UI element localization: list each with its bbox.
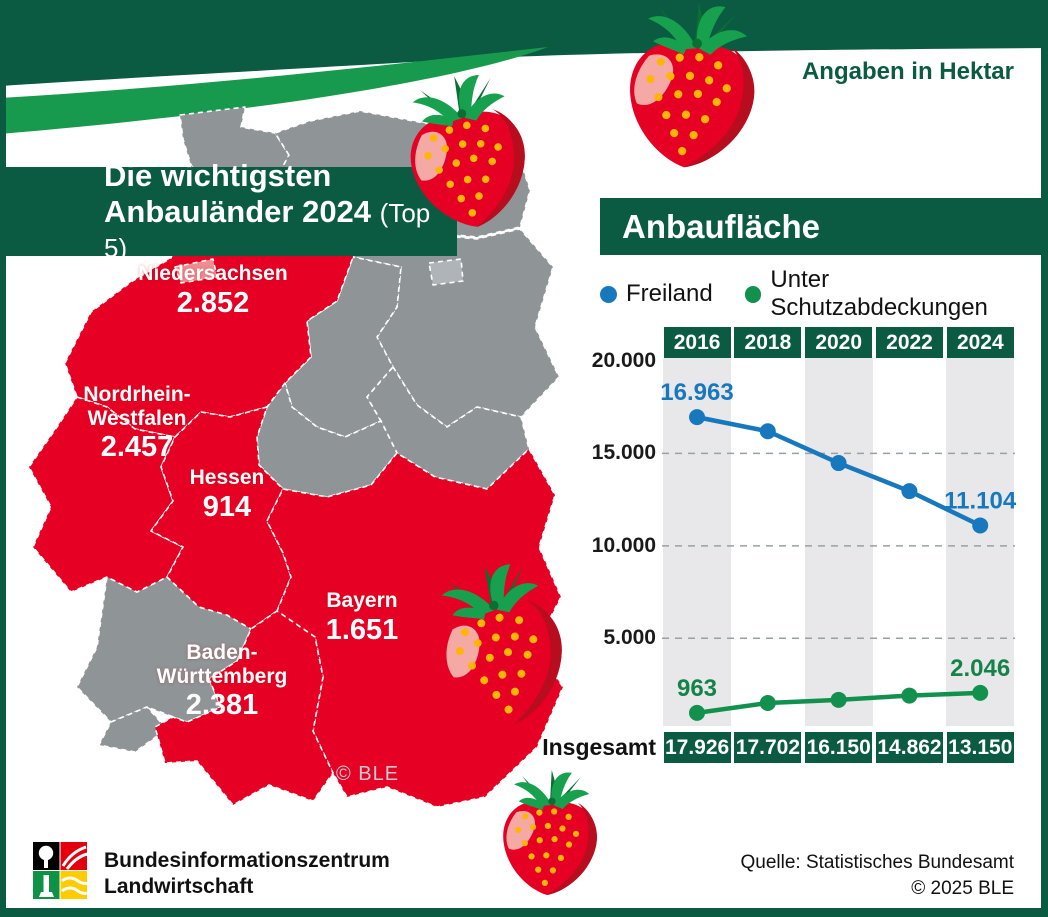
legend-dot-schutz [744,285,762,303]
totals-cell: 14.862 [876,732,943,763]
chart-legend: Freiland Unter Schutzabdeckungen [600,266,1048,322]
data-point-label: 11.104 [944,487,1017,514]
state-bremen [174,258,218,284]
y-axis-tick: 10.000 [591,533,656,557]
frame-right [1041,44,1048,917]
chart-title-box: Anbaufläche [600,198,1048,255]
data-point [759,423,776,440]
year-header-cell: 2020 [805,327,873,358]
map-state-value: 914 [202,490,252,523]
totals-cell: 16.150 [805,732,873,763]
map-state-label: Bayern 1.651 [232,589,492,646]
org-name: Bundesinformationszentrum Landwirtschaft [104,848,390,899]
year-header-cell: 2024 [946,327,1014,358]
data-point [901,483,918,500]
map-state-value: 2.852 [176,286,250,319]
org-name-line2: Landwirtschaft [104,874,254,898]
state-berlin [428,258,464,286]
map-state-label: Hessen 914 [97,466,357,523]
data-point-label: 2.046 [950,655,1010,682]
chart-column-band [946,358,1015,726]
y-axis-tick: 5.000 [603,626,656,650]
frame-left [0,80,6,917]
totals-row-label: Insgesamt [542,734,656,760]
frame-bottom [0,908,1048,917]
map-copyright: © BLE [336,763,400,785]
logo-waves-icon [60,871,87,899]
map-state-label: Nordrhein- Westfalen 2.457 [7,383,267,464]
data-point [689,409,705,426]
year-header-cell: 2018 [734,327,802,358]
map-state-value: 2.457 [100,431,174,464]
state-saarland [98,706,168,753]
data-point [972,684,989,701]
data-point-label: 963 [677,675,717,702]
legend-item-freiland: Freiland [600,280,713,308]
page-title-year: Anbauländer 2024 [104,193,372,229]
map-state-name: Baden- Württemberg [156,641,288,688]
page-title-line2: Anbauländer 2024 (Top 5) [104,194,457,265]
y-axis-tick: 15.000 [591,441,656,465]
chart-title: Anbaufläche [622,207,821,245]
data-point [759,694,776,711]
map-state-name: Bayern [326,589,398,612]
map-state-value: 1.651 [325,613,399,646]
map-state-name: Niedersachsen [138,262,288,285]
map-state-value: 2.381 [185,689,259,722]
org-name-line1: Bundesinformationszentrum [104,849,390,872]
year-header-cell: 2016 [663,327,731,358]
data-point [689,704,705,721]
totals-cell: 17.702 [734,732,802,763]
totals-cell: 17.926 [663,732,731,763]
bzl-logo [33,842,87,899]
copyright-line: © 2025 BLE [911,877,1014,899]
source-note: Quelle: Statistisches Bundesamt © 2025 B… [740,850,1014,901]
chart-column-band [804,358,873,726]
totals-cell: 13.150 [946,732,1014,763]
data-point [972,517,989,534]
state-nordrhein-westfalen [28,396,184,593]
legend-dot-freiland [600,285,617,303]
series-line [694,414,983,528]
legend-item-schutz: Unter Schutzabdeckungen [744,266,1048,322]
source-line: Quelle: Statistisches Bundesamt [740,852,1014,873]
legend-label-schutz: Unter Schutzabdeckungen [770,266,988,321]
data-point [830,455,847,472]
state-baden-wuerttemberg [154,610,334,806]
y-axis-tick: 20.000 [591,349,656,372]
year-header-cell: 2022 [876,327,943,358]
data-point-label: 16.963 [660,379,733,406]
unit-note: Angaben in Hektar [801,58,1014,85]
page-title-line1: Die wichtigsten [104,158,332,194]
map-state-label: Niedersachsen 2.852 [83,262,343,319]
data-point [901,687,918,704]
data-point [830,691,847,708]
map-state-name: Nordrhein- Westfalen [83,383,191,430]
line-chart: 16.963 11.104 963 2.046 [660,379,1017,721]
page-title: Die wichtigsten Anbauländer 2024 (Top 5) [0,158,457,263]
legend-label-freiland: Freiland [626,280,713,307]
map-state-name: Hessen [189,466,265,489]
state-hessen [150,406,292,630]
map-state-label: Baden- Württemberg 2.381 [92,641,352,722]
